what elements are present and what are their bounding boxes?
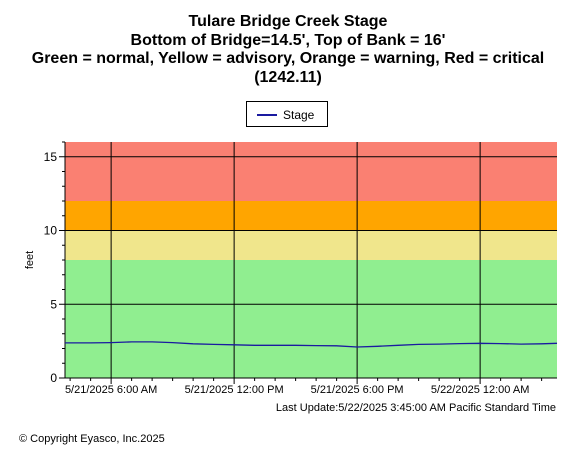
y-tick-label: 5 (50, 297, 57, 311)
y-axis-label: feet (24, 251, 36, 269)
copyright-text: © Copyright Eyasco, Inc.2025 (19, 433, 165, 445)
chart-title: Tulare Bridge Creek Stage Bottom of Brid… (0, 13, 576, 87)
x-tick-label: 5/21/2025 6:00 PM (311, 384, 404, 396)
band-warning (65, 201, 557, 231)
chart-legend: Stage (246, 101, 328, 127)
last-update-text: Last Update:5/22/2025 3:45:00 AM Pacific… (275, 402, 556, 414)
chart-title-line-2: Bottom of Bridge=14.5', Top of Bank = 16… (130, 31, 446, 49)
x-tick-label: 5/21/2025 12:00 PM (185, 384, 284, 396)
y-tick-label: 10 (44, 224, 58, 238)
y-tick-label: 15 (44, 150, 58, 164)
chart-title-line-1: Tulare Bridge Creek Stage (188, 13, 388, 30)
band-critical (65, 142, 557, 201)
chart-title-line-4: (1242.11) (254, 68, 322, 86)
legend-swatch-stage (257, 114, 277, 116)
chart-title-line-3: Green = normal, Yellow = advisory, Orang… (31, 50, 545, 67)
band-normal (65, 260, 557, 378)
band-advisory (65, 230, 557, 260)
x-tick-label: 5/22/2025 12:00 AM (431, 384, 529, 396)
legend-label-stage: Stage (283, 108, 315, 122)
series-line-stage (65, 341, 558, 348)
y-tick-label: 0 (50, 371, 57, 385)
x-tick-label: 5/21/2025 6:00 AM (65, 384, 157, 396)
